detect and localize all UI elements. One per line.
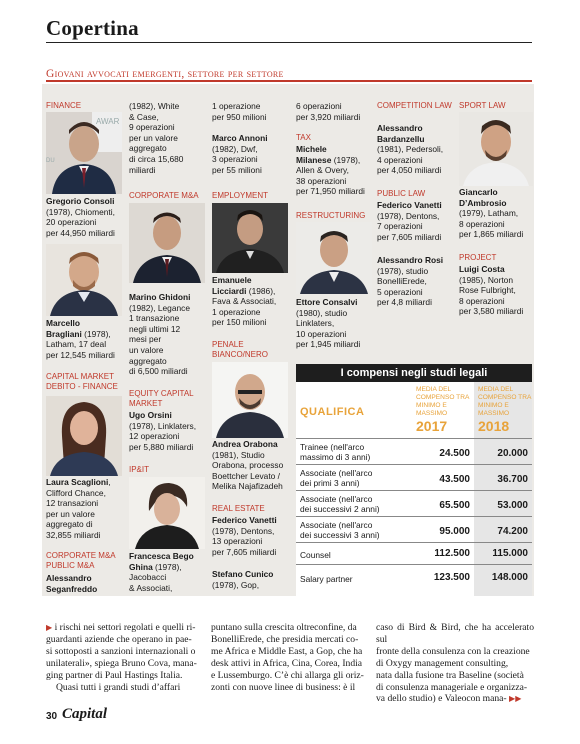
row-divider [296,490,532,491]
category-corporate-public: CORPORATE M&A PUBLIC M&A [46,551,116,570]
table-row-label: Associate (nell'arco dei successivi 2 ann… [300,494,380,514]
entry-ettore-consalvi: Ettore Consalvi (1980), studio Linklater… [296,297,361,350]
row-divider [296,542,532,543]
article-subtitle: Giovani avvocati emergenti, settore per … [46,68,284,80]
table-col-head-2018: MEDIA DEL COMPENSO TRA MINIMO E MASSIMO [478,386,532,417]
entry-continued-2: 6 operazioni per 3,920 miliardi [296,101,361,122]
category-penale: PENALE BIANCO/NERO [212,340,269,359]
photo-andrea-orabona [212,362,288,438]
category-capital-market: CAPITAL MARKET DEBITO - FINANCE [46,372,118,391]
next-page-arrow-icon: ▶▶ [509,694,522,704]
row-divider [296,464,532,465]
category-corporate-ma: CORPORATE M&A [129,191,199,200]
table-cell-2017: 95.000 [439,526,470,537]
photo-emanuele-licciardi [212,203,288,273]
category-project: PROJECT [459,253,497,262]
body-column-2: puntano sulla crescita oltreconfine, da … [211,622,364,693]
entry-alessandro-rosi: Alessandro Rosi (1978), studio BonelliEr… [377,255,444,308]
entry-federico-vanetti-pl: Federico Vanetti (1978), Dentons, 7 oper… [377,200,442,242]
svg-text:AWAR: AWAR [96,117,120,126]
body-column-3: caso di Bird & Bird, che ha accelerato s… [376,622,534,705]
table-qualifica-header: QUALIFICA [300,406,365,418]
table-cell-2017: 123.500 [433,572,470,583]
continue-arrow-icon: ▶ [46,623,53,632]
body-column-1: ▶ i rischi nei settori regolati e quelli… [46,622,197,693]
table-title: I compensi negli studi legali [296,364,532,382]
table-row-label: Associate (nell'arco dei successivi 3 ann… [300,520,380,540]
table-cell-2018: 53.000 [497,500,528,511]
entry-stefano-cunico: Stefano Cunico (1978), Gop, [212,569,274,590]
photo-marino-ghidoni [129,203,205,283]
entry-giancarlo-dambrosio: Giancarlo D’Ambrosio (1979), Latham, 8 o… [459,187,524,240]
entry-michele-milanese: Michele Milanese (1978), Allen & Overy, … [296,144,365,197]
table-cell-2018: 20.000 [497,448,528,459]
entry-marino-ghidoni: Marino Ghidoni (1982), Legance 1 transaz… [129,292,191,377]
row-divider [296,564,532,565]
photo-gregorio-consoli: AWAR DU [46,112,122,194]
entry-emanuele-licciardi: Emanuele Licciardi (1986), Fava & Associ… [212,275,277,328]
category-employment: EMPLOYMENT [212,191,269,200]
category-equity-capital-market: EQUITY CAPITAL MARKET [129,389,194,408]
row-divider [296,516,532,517]
entry-laura-scaglioni: Laura Scaglioni, Clifford Chance, 12 tra… [46,477,111,540]
magazine-logo: Capital [62,706,108,722]
table-row-label: Salary partner [300,574,353,584]
row-divider [296,438,532,439]
photo-laura-scaglioni [46,396,122,476]
header-rule [46,42,532,43]
entry-luigi-costa: Luigi Costa (1985), Norton Rose Fulbrigh… [459,264,524,317]
table-cell-2017: 112.500 [434,548,470,559]
category-real-estate: REAL ESTATE [212,504,265,513]
entry-continued-1: 1 operazione per 950 milioni [212,101,267,122]
category-competition-law: COMPETITION LAW [377,101,452,110]
entry-ugo-orsini: Ugo Orsini (1978), Linklaters, 12 operaz… [129,410,197,452]
table-cell-2017: 43.500 [439,474,470,485]
photo-francesca-bego-ghina [129,477,205,549]
category-ip-it: IP&IT [129,465,150,474]
entry-marcello-bragliani: Marcello Bragliani (1978), Latham, 17 de… [46,318,115,360]
table-year-2017: 2017 [416,418,448,434]
category-public-law: PUBLIC LAW [377,189,426,198]
subtitle-rule [46,80,532,82]
table-year-2018: 2018 [478,418,510,434]
category-tax: TAX [296,133,311,142]
section-title: Copertina [46,16,139,40]
entry-federico-vanetti-re: Federico Vanetti (1978), Dentons, 13 ope… [212,515,277,557]
category-restructuring: RESTRUCTURING [296,211,366,220]
category-sport-law: SPORT LAW [459,101,506,110]
table-col-head-2017: MEDIA DEL COMPENSO TRA MINIMO E MASSIMO [416,386,470,417]
photo-marcello-bragliani [46,244,122,316]
entry-francesca-bego-ghina: Francesca Bego Ghina (1978), Jacobacci &… [129,551,194,593]
table-cell-2018: 148.000 [491,572,528,583]
photo-giancarlo-dambrosio [459,112,533,186]
photo-ettore-consalvi [296,222,372,294]
table-row-label: Associate (nell'arco dei primi 3 anni) [300,468,373,488]
column-2018-shade [474,382,532,596]
table-cell-2018: 36.700 [497,474,528,485]
compensation-table: I compensi negli studi legali QUALIFICA … [296,364,532,596]
table-row-label: Counsel [300,550,331,560]
category-finance: FINANCE [46,101,82,110]
entry-continued-white-case: (1982), White & Case, 9 operazioni per u… [129,101,184,175]
name-gregorio-consoli: Gregorio Consoli [46,196,115,206]
entry-andrea-orabona: Andrea Orabona (1981), Studio Orabona, p… [212,439,284,492]
entry-alessandro-bardanzellu: Alessandro Bardanzellu (1981), Pedersoli… [377,123,444,176]
table-cell-2018: 115.000 [492,548,528,559]
entry-alessandro-seganfreddo: Alessandro Seganfreddo [46,573,98,594]
table-cell-2017: 65.500 [439,500,470,511]
table-cell-2017: 24.500 [439,448,470,459]
entry-gregorio-consoli: Gregorio Consoli (1978), Chiomenti, 20 o… [46,196,115,238]
table-row-label: Trainee (nell'arco massimo di 3 anni) [300,442,371,462]
table-cell-2018: 74.200 [497,526,528,537]
svg-text:DU: DU [46,158,55,164]
entry-marco-annoni: Marco Annoni (1982), Dwf, 3 operazioni p… [212,133,268,175]
page-number: 30 [46,711,58,722]
